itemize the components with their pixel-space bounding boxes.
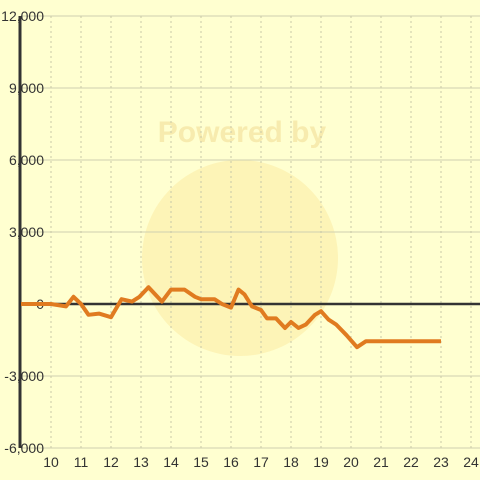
data-line: [21, 285, 441, 350]
x-tick-label: 13: [133, 454, 149, 470]
y-tick-label: -6,000: [4, 440, 44, 456]
x-tick-label: 17: [253, 454, 269, 470]
x-tick-label: 15: [193, 454, 209, 470]
x-tick-label: 18: [283, 454, 299, 470]
watermark: Powered by: [158, 116, 327, 149]
x-tick-label: 11: [74, 454, 89, 470]
x-tick-label: 21: [373, 454, 389, 470]
y-tick-label: -3,000: [4, 368, 44, 384]
x-tick-label: 12: [103, 454, 119, 470]
y-tick-label: 12,000: [1, 8, 44, 24]
y-tick-label: 6,000: [9, 152, 44, 168]
x-tick-label: 14: [163, 454, 179, 470]
y-tick-label: 3,000: [9, 224, 44, 240]
x-tick-label: 16: [223, 454, 239, 470]
x-tick-label: 24: [463, 454, 479, 470]
x-tick-label: 23: [433, 454, 449, 470]
x-tick-label: 22: [403, 454, 419, 470]
watermark-logo: [142, 160, 338, 356]
x-tick-label: 20: [343, 454, 359, 470]
x-tick-label: 10: [43, 454, 59, 470]
y-tick-label: 9,000: [9, 80, 44, 96]
x-tick-label: 19: [313, 454, 329, 470]
